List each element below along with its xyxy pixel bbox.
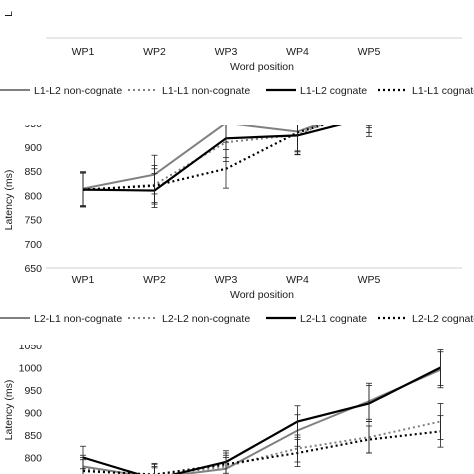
- x-tick-label: WP2: [143, 46, 166, 58]
- error-bar: [366, 425, 372, 454]
- chart-panel-bottom: 800 850 900 950 1000 1050 Latency (ms): [3, 340, 444, 474]
- y-tick-label: 950: [24, 118, 42, 130]
- error-bar: [294, 405, 301, 438]
- error-bar: [151, 462, 158, 474]
- y-tick-label: 950: [24, 385, 42, 397]
- legend-label: L1-L2 non-cognate: [34, 85, 122, 97]
- series-line: [82, 125, 319, 190]
- y-axis-title: L: [3, 11, 15, 17]
- legend: L1-L2 non-cognate L1-L1 non-cognate L1-L2 …: [0, 85, 474, 97]
- error-bar: [294, 125, 301, 153]
- y-tick-label: 850: [24, 430, 42, 442]
- y-axis-title: Latency (ms): [3, 170, 15, 231]
- error-bar: [437, 415, 444, 448]
- x-axis-title: Word position: [230, 289, 294, 301]
- chart-panel-top: L WP1 WP2 WP3 WP4 WP5 Word position: [3, 11, 462, 73]
- y-tick-label: 650: [24, 263, 42, 275]
- error-bar: [366, 125, 372, 133]
- legend-label: L1-L1 cognate: [412, 85, 474, 97]
- chart-panel-middle: 650 700 750 800 850 900 950 Latency (ms) WP1 WP2 W…: [3, 118, 462, 301]
- legend-label: L2-L2 cognate: [412, 313, 474, 325]
- legend: L2-L1 non-cognate L2-L2 non-cognate L2-L1 …: [0, 313, 474, 325]
- legend-label: L1-L1 non-cognate: [162, 85, 250, 97]
- x-axis-title: Word position: [230, 61, 294, 73]
- y-tick-label: 700: [24, 239, 42, 251]
- x-tick-label: WP3: [215, 274, 238, 286]
- x-tick-label: WP1: [72, 274, 95, 286]
- y-axis-title: Latency (ms): [3, 380, 15, 441]
- series-line: [82, 366, 441, 474]
- error-bar: [223, 452, 229, 474]
- error-bar: [80, 459, 86, 474]
- y-tick-label: 800: [24, 453, 42, 465]
- error-bar: [437, 349, 444, 386]
- x-tick-label: WP5: [358, 46, 381, 58]
- x-tick-label: WP4: [286, 46, 309, 58]
- y-tick-label: 900: [24, 142, 42, 154]
- x-tick-label: WP3: [215, 46, 238, 58]
- series-line: [82, 420, 441, 474]
- legend-label: L1-L2 cognate: [300, 85, 367, 97]
- y-tick-label: 1000: [19, 363, 43, 375]
- y-tick-label: 900: [24, 408, 42, 420]
- error-bar: [80, 172, 86, 207]
- legend-label: L2-L2 non-cognate: [162, 313, 250, 325]
- series-line: [82, 368, 441, 474]
- x-tick-label: WP4: [286, 274, 309, 286]
- error-bar: [151, 168, 158, 204]
- legend-label: L2-L1 cognate: [300, 313, 367, 325]
- x-tick-label: WP1: [72, 46, 95, 58]
- y-tick-label: 800: [24, 190, 42, 202]
- error-bar: [294, 439, 301, 467]
- x-tick-label: WP2: [143, 274, 166, 286]
- x-tick-label: WP5: [358, 274, 381, 286]
- series-line: [82, 430, 441, 474]
- error-bar: [366, 385, 372, 422]
- y-tick-label: 1050: [19, 340, 43, 352]
- y-tick-label: 850: [24, 166, 42, 178]
- y-tick-label: 750: [24, 215, 42, 227]
- error-bar: [223, 149, 229, 189]
- legend-label: L2-L1 non-cognate: [34, 313, 122, 325]
